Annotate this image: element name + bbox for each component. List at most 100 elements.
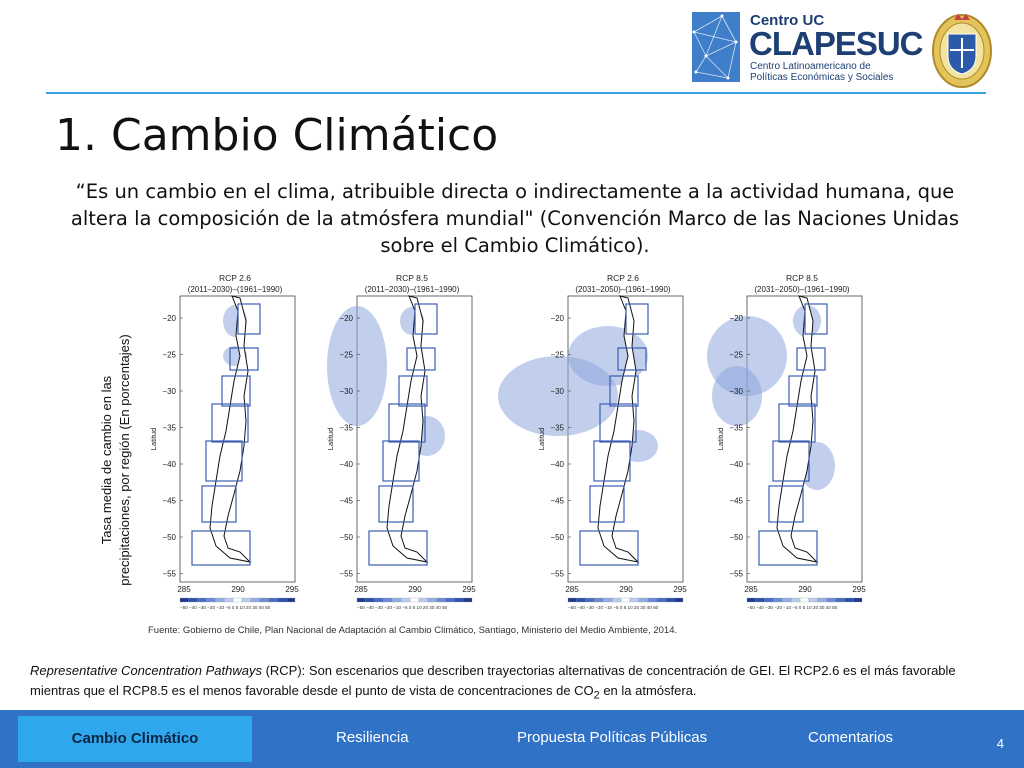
- chile-outline: [597, 295, 640, 563]
- lat-tick-label: −40: [729, 460, 743, 469]
- lat-tick-label: −20: [339, 314, 353, 323]
- map-panel-scenario: RCP 8.5: [786, 273, 818, 283]
- colorbar-cell: [250, 597, 260, 603]
- logo-subtitle-line2: Políticas Económicas y Sociales: [750, 72, 894, 83]
- colorbar-cell: [197, 597, 207, 603]
- colorbar-tick-labels: −50 −40 −30 −20 −10 −5 0 5 10 20 30 40 5…: [357, 605, 448, 610]
- lat-tick-label: −25: [162, 351, 176, 360]
- colorbar-cell: [773, 597, 783, 603]
- lat-tick-label: −25: [729, 351, 743, 360]
- colorbar-cell: [224, 597, 234, 603]
- y-axis-label-line1: Tasa media de cambio en las: [99, 375, 114, 544]
- map-panel-period: (2011–2030)–(1961–1990): [365, 285, 460, 294]
- lat-tick-label: −30: [162, 387, 176, 396]
- lat-tick-label: −35: [339, 424, 353, 433]
- lat-tick-label: −35: [550, 424, 564, 433]
- tab-propuesta-politicas-publicas[interactable]: Propuesta Políticas Públicas: [517, 729, 708, 746]
- colorbar-cell: [647, 597, 657, 603]
- region-box: [388, 403, 426, 443]
- region-box: [191, 530, 251, 566]
- region-box: [221, 375, 251, 407]
- lon-tick-label: 285: [565, 585, 579, 594]
- region-box: [796, 347, 826, 371]
- precipitation-maps-figure: Fuente: Gobierno de Chile, Plan Nacional…: [148, 273, 866, 636]
- lat-tick-label: −45: [729, 497, 743, 506]
- tab-cambio-climatico-label: Cambio Climático: [71, 730, 199, 747]
- precip-shade: [568, 326, 648, 386]
- region-box: [778, 403, 816, 443]
- lat-tick-label: −50: [550, 533, 564, 542]
- map-axis-title: Latitud: [149, 428, 158, 451]
- lon-tick-label: 285: [354, 585, 368, 594]
- map-panel-1: RCP 2.6 (2011–2030)–(1961–1990) −20 −25 −30 −…: [149, 273, 299, 610]
- logo-subtitle: Centro Latinoamericano de Políticas Econ…: [750, 61, 910, 83]
- lon-tick-label: 290: [798, 585, 812, 594]
- lat-tick-label: −45: [550, 497, 564, 506]
- colorbar-tick-labels: −50 −40 −30 −20 −10 −5 0 5 10 20 30 40 5…: [180, 605, 271, 610]
- lon-tick-label: 295: [285, 585, 299, 594]
- lat-tick-label: −40: [162, 460, 176, 469]
- lat-tick-label: −20: [162, 314, 176, 323]
- lat-tick-label: −50: [339, 533, 353, 542]
- lat-tick-label: −35: [729, 424, 743, 433]
- chile-outline: [209, 295, 252, 563]
- tab-comentarios[interactable]: Comentarios: [808, 729, 894, 746]
- lon-tick-label: 290: [408, 585, 422, 594]
- lon-tick-label: 285: [177, 585, 191, 594]
- colorbar-cell: [383, 597, 393, 603]
- region-box: [758, 530, 818, 566]
- y-axis-label-line2: precipitaciones, por región (En porcenta…: [117, 334, 132, 585]
- region-box: [593, 440, 631, 482]
- colorbar-cell: [835, 597, 845, 603]
- lon-tick-label: 290: [619, 585, 633, 594]
- colorbar-cell: [620, 597, 631, 603]
- colorbar-cell: [356, 597, 366, 603]
- colorbar-cell: [241, 597, 251, 603]
- colorbar-tick-labels: −50 −40 −30 −20 −10 −5 0 5 10 20 30 40 5…: [747, 605, 838, 610]
- precip-shade: [327, 306, 387, 426]
- caption-rcp-term: Representative Concentration Pathways: [30, 663, 262, 678]
- colorbar-cell: [392, 597, 402, 603]
- map-panel-scenario: RCP 2.6: [607, 273, 639, 283]
- colorbar-cell: [268, 597, 278, 603]
- tab-resiliencia[interactable]: Resiliencia: [336, 729, 409, 746]
- region-box: [229, 347, 259, 371]
- lat-tick-label: −40: [550, 460, 564, 469]
- caption-end: en la atmósfera.: [599, 683, 697, 698]
- region-box: [382, 440, 420, 482]
- map-panel-scenario: RCP 8.5: [396, 273, 428, 283]
- region-box: [768, 485, 804, 523]
- region-box: [398, 375, 428, 407]
- colorbar-cell: [782, 597, 792, 603]
- region-box: [237, 303, 261, 335]
- map-panel-2: RCP 8.5 (2011–2030)–(1961–1990) −20 −25 −30 −…: [326, 273, 476, 610]
- colorbar-cell: [799, 597, 810, 603]
- region-box: [414, 303, 438, 335]
- region-box: [772, 440, 810, 482]
- colorbar-cell: [791, 597, 801, 603]
- colorbar-cell: [853, 597, 863, 603]
- colorbar-cell: [629, 597, 639, 603]
- lat-tick-label: −45: [162, 497, 176, 506]
- colorbar-cell: [232, 597, 243, 603]
- colorbar-cell: [638, 597, 648, 603]
- colorbar-cell: [374, 597, 384, 603]
- lat-tick-label: −40: [339, 460, 353, 469]
- lat-tick-label: −25: [339, 351, 353, 360]
- map-panel-period: (2011–2030)–(1961–1990): [188, 285, 283, 294]
- map-panel-period: (2031–2050)–(1961–1990): [575, 285, 671, 294]
- lon-tick-label: 290: [231, 585, 245, 594]
- region-box: [201, 485, 237, 523]
- logo-subtitle-line1: Centro Latinoamericano de: [750, 61, 871, 72]
- colorbar-cell: [674, 597, 684, 603]
- region-box: [625, 303, 649, 335]
- colorbar-cell: [665, 597, 675, 603]
- colorbar-tick-labels: −50 −40 −30 −20 −10 −5 0 5 10 20 30 40 5…: [568, 605, 659, 610]
- logo-clapes-text: CLAPESUC: [749, 25, 924, 62]
- maps-source-note: Fuente: Gobierno de Chile, Plan Nacional…: [148, 625, 677, 636]
- map-panel-scenario: RCP 2.6: [219, 273, 251, 283]
- tab-cambio-climatico[interactable]: Cambio Climático: [18, 716, 252, 762]
- colorbar-cell: [409, 597, 420, 603]
- map-panel-period: (2031–2050)–(1961–1990): [754, 285, 850, 294]
- colorbar-cell: [755, 597, 765, 603]
